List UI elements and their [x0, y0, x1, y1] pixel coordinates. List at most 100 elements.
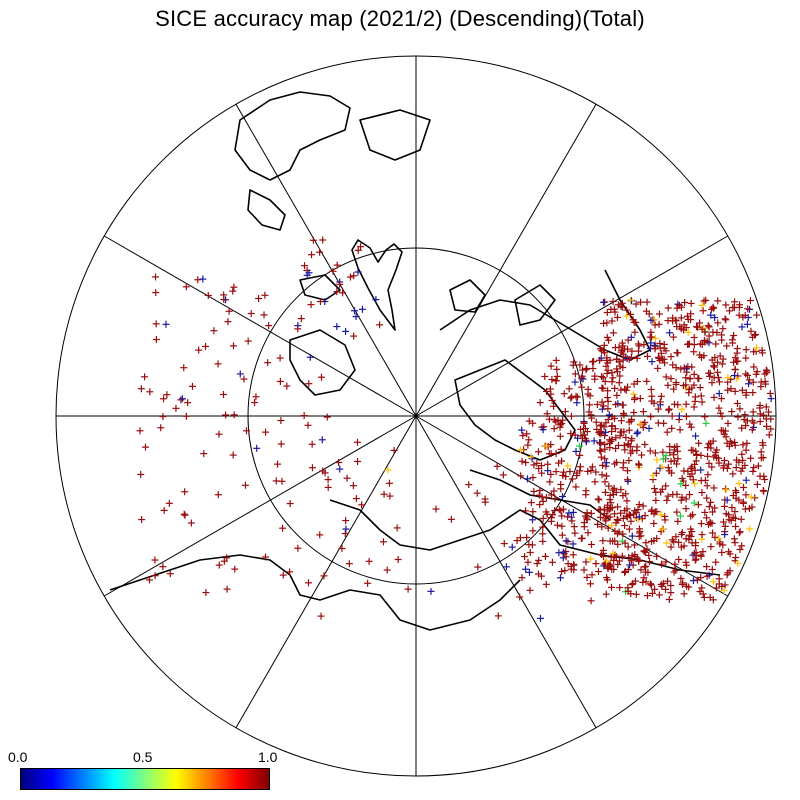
accuracy-marker [655, 310, 663, 318]
accuracy-marker [674, 455, 682, 463]
accuracy-marker [577, 432, 585, 440]
accuracy-marker [709, 578, 717, 586]
accuracy-marker [658, 560, 666, 568]
accuracy-marker [297, 315, 305, 323]
accuracy-marker [697, 520, 705, 528]
accuracy-marker [602, 462, 610, 470]
accuracy-marker [731, 366, 739, 374]
accuracy-marker [694, 323, 702, 331]
accuracy-marker [751, 494, 759, 502]
accuracy-marker [624, 467, 632, 475]
accuracy-marker [603, 557, 611, 565]
accuracy-marker [674, 300, 682, 308]
accuracy-marker [646, 558, 654, 566]
accuracy-marker [225, 307, 233, 315]
accuracy-marker [731, 354, 739, 362]
accuracy-marker [703, 482, 711, 490]
accuracy-marker [612, 488, 620, 496]
accuracy-marker [672, 533, 680, 541]
accuracy-marker [316, 298, 324, 306]
accuracy-marker [614, 503, 622, 511]
accuracy-marker [687, 423, 695, 431]
accuracy-marker [725, 460, 733, 468]
accuracy-marker [706, 519, 714, 527]
accuracy-marker [765, 431, 773, 439]
accuracy-marker [523, 430, 531, 438]
accuracy-marker [558, 457, 566, 465]
accuracy-marker [707, 498, 715, 506]
accuracy-marker [701, 476, 709, 484]
accuracy-marker [709, 529, 717, 537]
accuracy-marker [682, 535, 690, 543]
accuracy-marker [680, 467, 688, 475]
accuracy-marker [684, 340, 692, 348]
accuracy-marker [572, 483, 580, 491]
accuracy-marker [538, 469, 546, 477]
accuracy-marker [747, 493, 755, 501]
accuracy-marker [565, 509, 573, 517]
accuracy-marker [658, 582, 666, 590]
accuracy-marker [753, 311, 761, 319]
accuracy-marker [765, 408, 773, 416]
accuracy-marker [678, 303, 686, 311]
accuracy-marker [494, 612, 502, 620]
accuracy-marker [743, 439, 751, 447]
accuracy-marker [151, 572, 159, 580]
accuracy-marker [571, 378, 579, 386]
accuracy-marker [706, 372, 714, 380]
accuracy-marker [715, 534, 723, 542]
accuracy-marker [294, 325, 302, 333]
accuracy-marker [539, 497, 547, 505]
accuracy-marker [708, 356, 716, 364]
accuracy-marker [593, 400, 601, 408]
accuracy-marker [557, 420, 565, 428]
accuracy-marker [630, 408, 638, 416]
accuracy-marker [760, 411, 768, 419]
accuracy-marker [633, 554, 641, 562]
accuracy-marker [365, 557, 373, 565]
accuracy-marker [613, 391, 621, 399]
accuracy-marker [559, 416, 567, 424]
accuracy-marker [539, 537, 547, 545]
accuracy-marker [553, 372, 561, 380]
accuracy-marker [578, 372, 586, 380]
accuracy-marker [350, 332, 358, 340]
accuracy-marker [564, 538, 572, 546]
accuracy-marker [542, 580, 550, 588]
accuracy-marker [586, 580, 594, 588]
accuracy-marker [737, 467, 745, 475]
accuracy-marker [690, 370, 698, 378]
accuracy-marker [349, 482, 357, 490]
accuracy-marker [539, 523, 547, 531]
accuracy-marker [707, 311, 715, 319]
accuracy-marker [573, 393, 581, 401]
accuracy-marker [587, 540, 595, 548]
accuracy-marker [615, 557, 623, 565]
accuracy-marker [596, 345, 604, 353]
accuracy-marker [628, 581, 636, 589]
accuracy-marker [137, 470, 145, 478]
accuracy-marker [518, 574, 526, 582]
accuracy-marker [572, 447, 580, 455]
accuracy-marker [393, 524, 401, 532]
accuracy-marker [740, 484, 748, 492]
accuracy-marker [523, 475, 531, 483]
accuracy-marker [650, 519, 658, 527]
accuracy-marker [756, 410, 764, 418]
accuracy-marker [648, 506, 656, 514]
accuracy-marker [722, 316, 730, 324]
accuracy-marker [627, 590, 635, 598]
accuracy-marker [581, 434, 589, 442]
accuracy-marker [596, 513, 604, 521]
accuracy-marker [634, 340, 642, 348]
accuracy-marker [664, 381, 672, 389]
accuracy-marker [336, 465, 344, 473]
accuracy-marker [742, 391, 750, 399]
accuracy-marker [743, 320, 751, 328]
accuracy-marker [608, 378, 616, 386]
accuracy-marker [529, 527, 537, 535]
accuracy-marker [524, 558, 532, 566]
accuracy-marker [603, 333, 611, 341]
accuracy-marker [667, 375, 675, 383]
accuracy-marker [336, 280, 344, 288]
